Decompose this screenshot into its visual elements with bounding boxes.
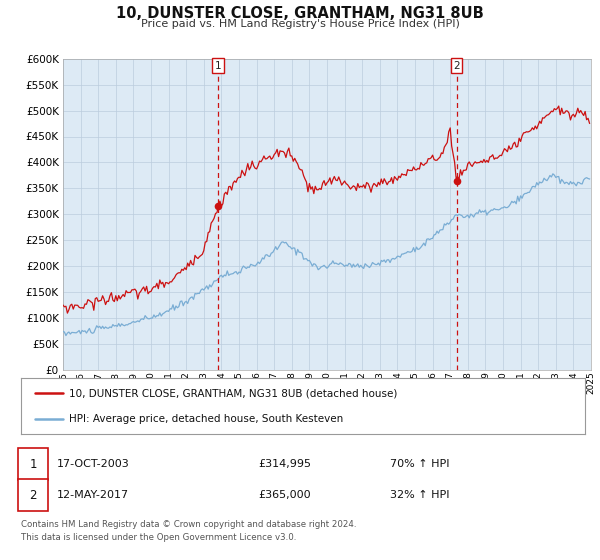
Text: 12-MAY-2017: 12-MAY-2017 [57, 490, 129, 500]
Text: 2: 2 [453, 60, 460, 71]
Text: 32% ↑ HPI: 32% ↑ HPI [390, 490, 449, 500]
Text: This data is licensed under the Open Government Licence v3.0.: This data is licensed under the Open Gov… [21, 533, 296, 542]
Text: HPI: Average price, detached house, South Kesteven: HPI: Average price, detached house, Sout… [69, 414, 343, 424]
Text: Contains HM Land Registry data © Crown copyright and database right 2024.: Contains HM Land Registry data © Crown c… [21, 520, 356, 529]
Text: £365,000: £365,000 [258, 490, 311, 500]
Text: 2: 2 [29, 488, 37, 502]
Text: 10, DUNSTER CLOSE, GRANTHAM, NG31 8UB: 10, DUNSTER CLOSE, GRANTHAM, NG31 8UB [116, 6, 484, 21]
Text: 70% ↑ HPI: 70% ↑ HPI [390, 459, 449, 469]
Text: Price paid vs. HM Land Registry's House Price Index (HPI): Price paid vs. HM Land Registry's House … [140, 19, 460, 29]
Text: 10, DUNSTER CLOSE, GRANTHAM, NG31 8UB (detached house): 10, DUNSTER CLOSE, GRANTHAM, NG31 8UB (d… [69, 388, 397, 398]
Text: 17-OCT-2003: 17-OCT-2003 [57, 459, 130, 469]
Text: 1: 1 [29, 458, 37, 471]
Text: 1: 1 [214, 60, 221, 71]
Text: £314,995: £314,995 [258, 459, 311, 469]
